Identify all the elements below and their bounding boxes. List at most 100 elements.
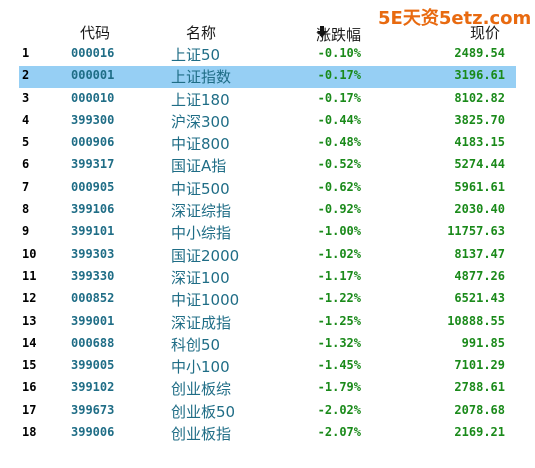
row-name: 上证50 (171, 46, 221, 64)
column-header-price[interactable]: 现价 (470, 24, 501, 42)
row-index: 11 (22, 268, 37, 283)
row-change: -1.17% (317, 268, 361, 283)
table-row[interactable]: 11 399330 深证100 -1.17% 4877.26 (0, 267, 535, 289)
row-change: -0.44% (317, 112, 361, 127)
row-name: 沪深300 (171, 112, 230, 131)
row-index: 2 (22, 68, 30, 83)
site-watermark: 5E天资5etz.com (378, 8, 532, 29)
table-row[interactable]: 13 399001 深证成指 -1.25% 10888.55 (0, 312, 535, 334)
row-change: -0.48% (317, 135, 361, 150)
row-name: 中小100 (171, 358, 230, 377)
row-name: 中证800 (171, 135, 230, 154)
row-index: 18 (22, 425, 37, 440)
row-index: 14 (22, 335, 37, 350)
row-price: 991.85 (461, 335, 505, 350)
row-price: 8137.47 (454, 246, 505, 261)
row-change: -1.22% (317, 291, 361, 306)
column-header-code[interactable]: 代码 (80, 24, 111, 42)
table-header: 代码 名称 涨跌幅 现价 (0, 20, 535, 44)
row-code: 399303 (71, 246, 115, 261)
row-code: 399106 (71, 202, 115, 217)
row-code: 399330 (71, 268, 115, 283)
row-index: 17 (22, 402, 37, 417)
table-row[interactable]: 4 399300 沪深300 -0.44% 3825.70 (0, 111, 535, 133)
row-change: -0.10% (317, 46, 361, 60)
table-row[interactable]: 6 399317 国证A指 -0.52% 5274.44 (0, 155, 535, 177)
row-code: 000688 (71, 335, 115, 350)
row-price: 2788.61 (454, 380, 505, 395)
sort-down-arrow-icon (317, 25, 327, 38)
table-row[interactable]: 18 399006 创业板指 -2.07% 2169.21 (0, 423, 535, 445)
quote-table: 1 000016 上证50 -0.10% 2489.54 2 000001 上证指数 -0.17… (0, 44, 535, 445)
row-name: 创业板综 (171, 380, 232, 399)
row-price: 6521.43 (454, 291, 505, 306)
table-row[interactable]: 2 000001 上证指数 -0.17% 3196.61 (0, 66, 535, 89)
row-change: -1.02% (317, 246, 361, 261)
row-code: 000905 (71, 179, 115, 194)
column-header-name[interactable]: 名称 (186, 24, 217, 42)
table-row[interactable]: 16 399102 创业板综 -1.79% 2788.61 (0, 378, 535, 400)
row-index: 9 (22, 224, 30, 239)
table-row[interactable]: 9 399101 中小综指 -1.00% 11757.63 (0, 222, 535, 244)
row-index: 4 (22, 112, 30, 127)
row-price: 7101.29 (454, 358, 505, 373)
column-header-change[interactable]: 涨跌幅 (316, 22, 361, 44)
row-code: 399673 (71, 402, 115, 417)
row-change: -0.17% (317, 68, 361, 83)
row-code: 000906 (71, 135, 115, 150)
row-change: -0.17% (317, 90, 361, 105)
row-change: -0.62% (317, 179, 361, 194)
row-name: 上证指数 (171, 68, 232, 87)
row-name: 深证成指 (171, 313, 232, 332)
row-name: 科创50 (171, 335, 221, 354)
row-price: 2489.54 (454, 46, 505, 60)
row-change: -2.02% (317, 402, 361, 417)
row-price: 4183.15 (454, 135, 505, 150)
row-code: 399005 (71, 358, 115, 373)
row-price: 5274.44 (454, 157, 505, 172)
row-code: 399101 (71, 224, 115, 239)
row-index: 15 (22, 358, 37, 373)
row-change: -0.92% (317, 202, 361, 217)
row-name: 国证A指 (171, 157, 227, 176)
table-row[interactable]: 1 000016 上证50 -0.10% 2489.54 (0, 44, 535, 66)
row-price: 8102.82 (454, 90, 505, 105)
row-name: 中证500 (171, 179, 230, 198)
row-change: -1.25% (317, 313, 361, 328)
row-change: -1.79% (317, 380, 361, 395)
table-row[interactable]: 10 399303 国证2000 -1.02% 8137.47 (0, 245, 535, 267)
table-row[interactable]: 7 000905 中证500 -0.62% 5961.61 (0, 178, 535, 200)
row-change: -2.07% (317, 425, 361, 440)
row-name: 深证100 (171, 268, 230, 287)
row-name: 国证2000 (171, 246, 240, 265)
row-name: 创业板50 (171, 402, 236, 421)
row-name: 中小综指 (171, 224, 232, 243)
row-index: 3 (22, 90, 30, 105)
table-row[interactable]: 8 399106 深证综指 -0.92% 2030.40 (0, 200, 535, 222)
row-index: 12 (22, 291, 37, 306)
row-price: 3825.70 (454, 112, 505, 127)
row-code: 399001 (71, 313, 115, 328)
row-change: -1.32% (317, 335, 361, 350)
table-row[interactable]: 14 000688 科创50 -1.32% 991.85 (0, 334, 535, 356)
table-row[interactable]: 17 399673 创业板50 -2.02% 2078.68 (0, 401, 535, 423)
row-index: 8 (22, 202, 30, 217)
table-row[interactable]: 3 000010 上证180 -0.17% 8102.82 (0, 89, 535, 111)
row-change: -1.45% (317, 358, 361, 373)
row-change: -0.52% (317, 157, 361, 172)
table-row[interactable]: 5 000906 中证800 -0.48% 4183.15 (0, 133, 535, 155)
row-index: 7 (22, 179, 30, 194)
row-code: 399317 (71, 157, 115, 172)
row-index: 6 (22, 157, 30, 172)
row-code: 000010 (71, 90, 115, 105)
row-index: 10 (22, 246, 37, 261)
row-index: 13 (22, 313, 37, 328)
row-name: 上证180 (171, 90, 230, 109)
table-row[interactable]: 15 399005 中小100 -1.45% 7101.29 (0, 356, 535, 378)
row-index: 1 (22, 46, 30, 60)
table-row[interactable]: 12 000852 中证1000 -1.22% 6521.43 (0, 289, 535, 311)
selected-row-highlight (19, 66, 516, 89)
row-price: 2030.40 (454, 202, 505, 217)
row-price: 3196.61 (454, 68, 505, 83)
row-change: -1.00% (317, 224, 361, 239)
